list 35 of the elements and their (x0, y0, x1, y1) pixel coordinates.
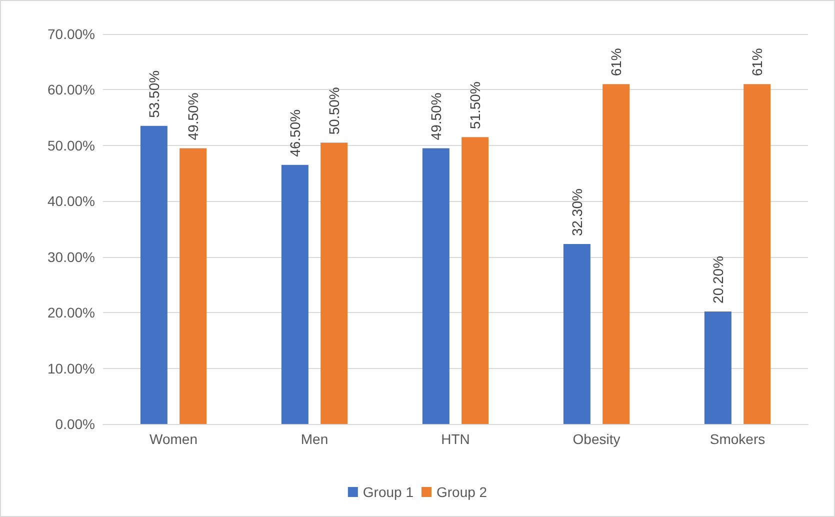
y-tick-label: 70.00% (48, 26, 95, 42)
bar (602, 84, 630, 424)
y-tick-label: 40.00% (48, 193, 95, 210)
bar (281, 164, 308, 424)
bar (180, 148, 207, 424)
x-tick-label: Women (150, 431, 198, 447)
bar (704, 311, 732, 424)
data-label: 51.50% (467, 82, 484, 130)
x-tick-label: Men (300, 431, 328, 447)
data-label: 32.30% (568, 188, 585, 236)
y-tick-label: 10.00% (48, 360, 95, 376)
y-tick-label: 30.00% (48, 248, 95, 265)
data-label: 20.20% (710, 256, 726, 304)
legend-label: Group 1 (362, 484, 414, 500)
data-label: 50.50% (326, 87, 342, 135)
data-label: 61% (608, 48, 624, 76)
x-tick-label: Smokers (710, 431, 766, 447)
data-label: 49.50% (185, 92, 202, 140)
data-label: 46.50% (286, 109, 303, 157)
bar (140, 126, 168, 424)
y-tick-label: 50.00% (48, 137, 95, 154)
y-tick-label: 0.00% (55, 416, 95, 432)
data-label: 49.50% (428, 92, 444, 140)
data-label: 53.50% (146, 70, 162, 118)
data-label: 61% (749, 48, 766, 76)
bar (744, 84, 771, 424)
x-tick-label: HTN (441, 431, 470, 447)
y-tick-label: 20.00% (48, 304, 95, 321)
legend-label: Group 2 (436, 484, 488, 500)
y-tick-label: 60.00% (48, 82, 95, 98)
bar (320, 142, 348, 424)
bar (422, 148, 450, 424)
bar (462, 137, 489, 424)
x-tick-label: Obesity (572, 431, 620, 447)
bar (563, 244, 590, 424)
